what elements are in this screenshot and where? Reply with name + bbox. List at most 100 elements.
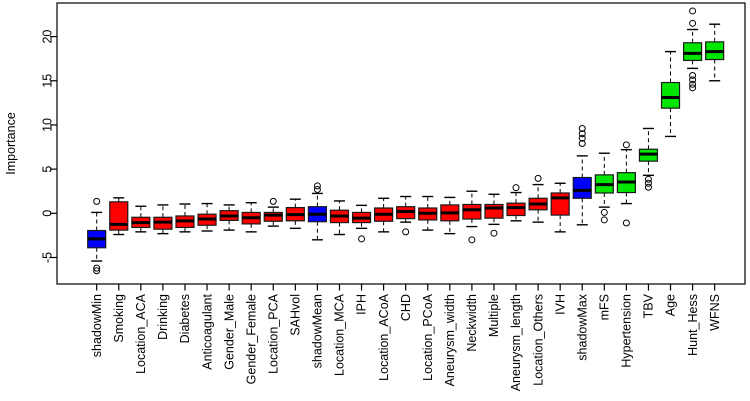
iqr-box	[660, 81, 681, 109]
x-tick-label: Hypertension	[620, 294, 634, 368]
outlier-point	[468, 236, 476, 244]
box-TBV	[638, 127, 659, 191]
iqr-box	[682, 42, 703, 62]
box-WFNS	[705, 23, 725, 82]
outlier-point	[689, 7, 697, 15]
outlier-point	[644, 175, 652, 183]
box-Anticoagulant	[197, 202, 217, 232]
x-tick-label: WFNS	[708, 294, 722, 331]
x-tick-label: mFS	[598, 294, 612, 320]
outlier-point	[600, 208, 608, 216]
x-tick-label: Multiple	[487, 294, 501, 337]
x-tick-label: Aneurysm_width	[443, 294, 457, 386]
x-tick-label: Location_MCA	[333, 293, 347, 376]
x-tick-label: Location_ACA	[134, 293, 148, 374]
x-tick-label: Location_PCoA	[421, 293, 435, 381]
outlier-point	[578, 134, 586, 142]
outlier-point	[689, 19, 697, 27]
box-Drinking	[153, 204, 173, 235]
outlier-point	[402, 228, 410, 236]
y-tick-label: 20	[41, 30, 55, 44]
outlier-point	[622, 219, 630, 227]
box-IVH	[550, 182, 570, 233]
box-Location_PCA	[263, 197, 283, 227]
plot-frame	[56, 2, 746, 285]
outlier-point	[689, 71, 697, 79]
box-Aneurysm_width	[440, 196, 460, 235]
x-tick-label: IPH	[355, 294, 369, 315]
x-tick-label: TBV	[642, 293, 656, 318]
box-Location_ACA	[131, 205, 151, 233]
box-Smoking	[109, 197, 129, 236]
y-tick-label: 5	[41, 166, 55, 173]
box-Gender_Female	[241, 202, 261, 233]
x-tick-label: CHD	[399, 294, 413, 321]
box-Age	[660, 50, 681, 138]
iqr-box	[506, 202, 526, 217]
iqr-box	[572, 176, 592, 199]
box-Hypertension	[616, 141, 636, 227]
outlier-point	[269, 197, 277, 205]
outlier-point	[689, 80, 697, 88]
box-SAHvol	[285, 198, 305, 230]
x-tick-label: SAHvol	[289, 294, 303, 336]
x-tick-label: Drinking	[156, 294, 170, 340]
outlier-point	[689, 84, 697, 92]
box-shadowMax	[572, 124, 592, 226]
box-Location_ACoA	[374, 197, 394, 233]
y-tick-label: 0	[41, 210, 55, 217]
outlier-point	[93, 197, 101, 205]
box-Neckwidth	[462, 190, 482, 244]
outlier-point	[622, 141, 630, 149]
iqr-box	[263, 211, 283, 222]
outlier-point	[358, 235, 366, 243]
x-tick-label: Anticoagulant	[200, 293, 214, 369]
box-Diabetes	[175, 203, 195, 233]
outlier-point	[93, 267, 101, 275]
x-tick-label: Age	[664, 294, 678, 316]
outlier-point	[644, 183, 652, 191]
box-mFS	[594, 152, 614, 224]
outlier-point	[534, 174, 542, 182]
box-Multiple	[484, 193, 504, 237]
y-tick-label: 15	[41, 74, 55, 88]
outlier-point	[490, 229, 498, 237]
iqr-box	[550, 192, 570, 216]
y-tick-label: 10	[41, 118, 55, 132]
outlier-point	[313, 185, 321, 193]
x-tick-label: Aneurysm_length	[509, 294, 523, 391]
x-tick-label: Location_ACoA	[377, 293, 391, 381]
x-tick-label: Smoking	[112, 294, 126, 343]
box-Hunt_Hess	[682, 7, 703, 92]
x-tick-label: Gender_Female	[244, 294, 258, 384]
x-tick-label: Location_PCA	[266, 293, 280, 374]
x-tick-label: Location_Others	[531, 294, 545, 386]
x-tick-label: Hunt_Hess	[686, 294, 700, 356]
iqr-box	[109, 201, 129, 231]
outlier-point	[689, 76, 697, 84]
y-tick-label: -5	[41, 252, 55, 263]
box-Location_Others	[528, 174, 548, 223]
outlier-point	[578, 130, 586, 138]
box-CHD	[396, 195, 416, 236]
x-tick-label: shadowMean	[311, 294, 325, 368]
iqr-box	[462, 203, 482, 220]
box-Location_MCA	[329, 200, 350, 236]
box-IPH	[351, 204, 372, 243]
outlier-point	[512, 184, 520, 192]
x-tick-label: Diabetes	[178, 294, 192, 343]
box-shadowMean	[307, 182, 327, 241]
x-tick-label: Gender_Male	[222, 294, 236, 370]
x-tick-label: shadowMax	[575, 293, 589, 360]
outlier-point	[600, 216, 608, 224]
x-tick-label: IVH	[553, 294, 567, 315]
outlier-point	[578, 124, 586, 132]
box-Location_PCoA	[418, 195, 438, 231]
box-Gender_Male	[219, 204, 239, 231]
outlier-point	[644, 179, 652, 187]
box-Aneurysm_length	[506, 184, 526, 222]
x-tick-label: shadowMin	[90, 294, 104, 357]
outlier-point	[313, 182, 321, 190]
